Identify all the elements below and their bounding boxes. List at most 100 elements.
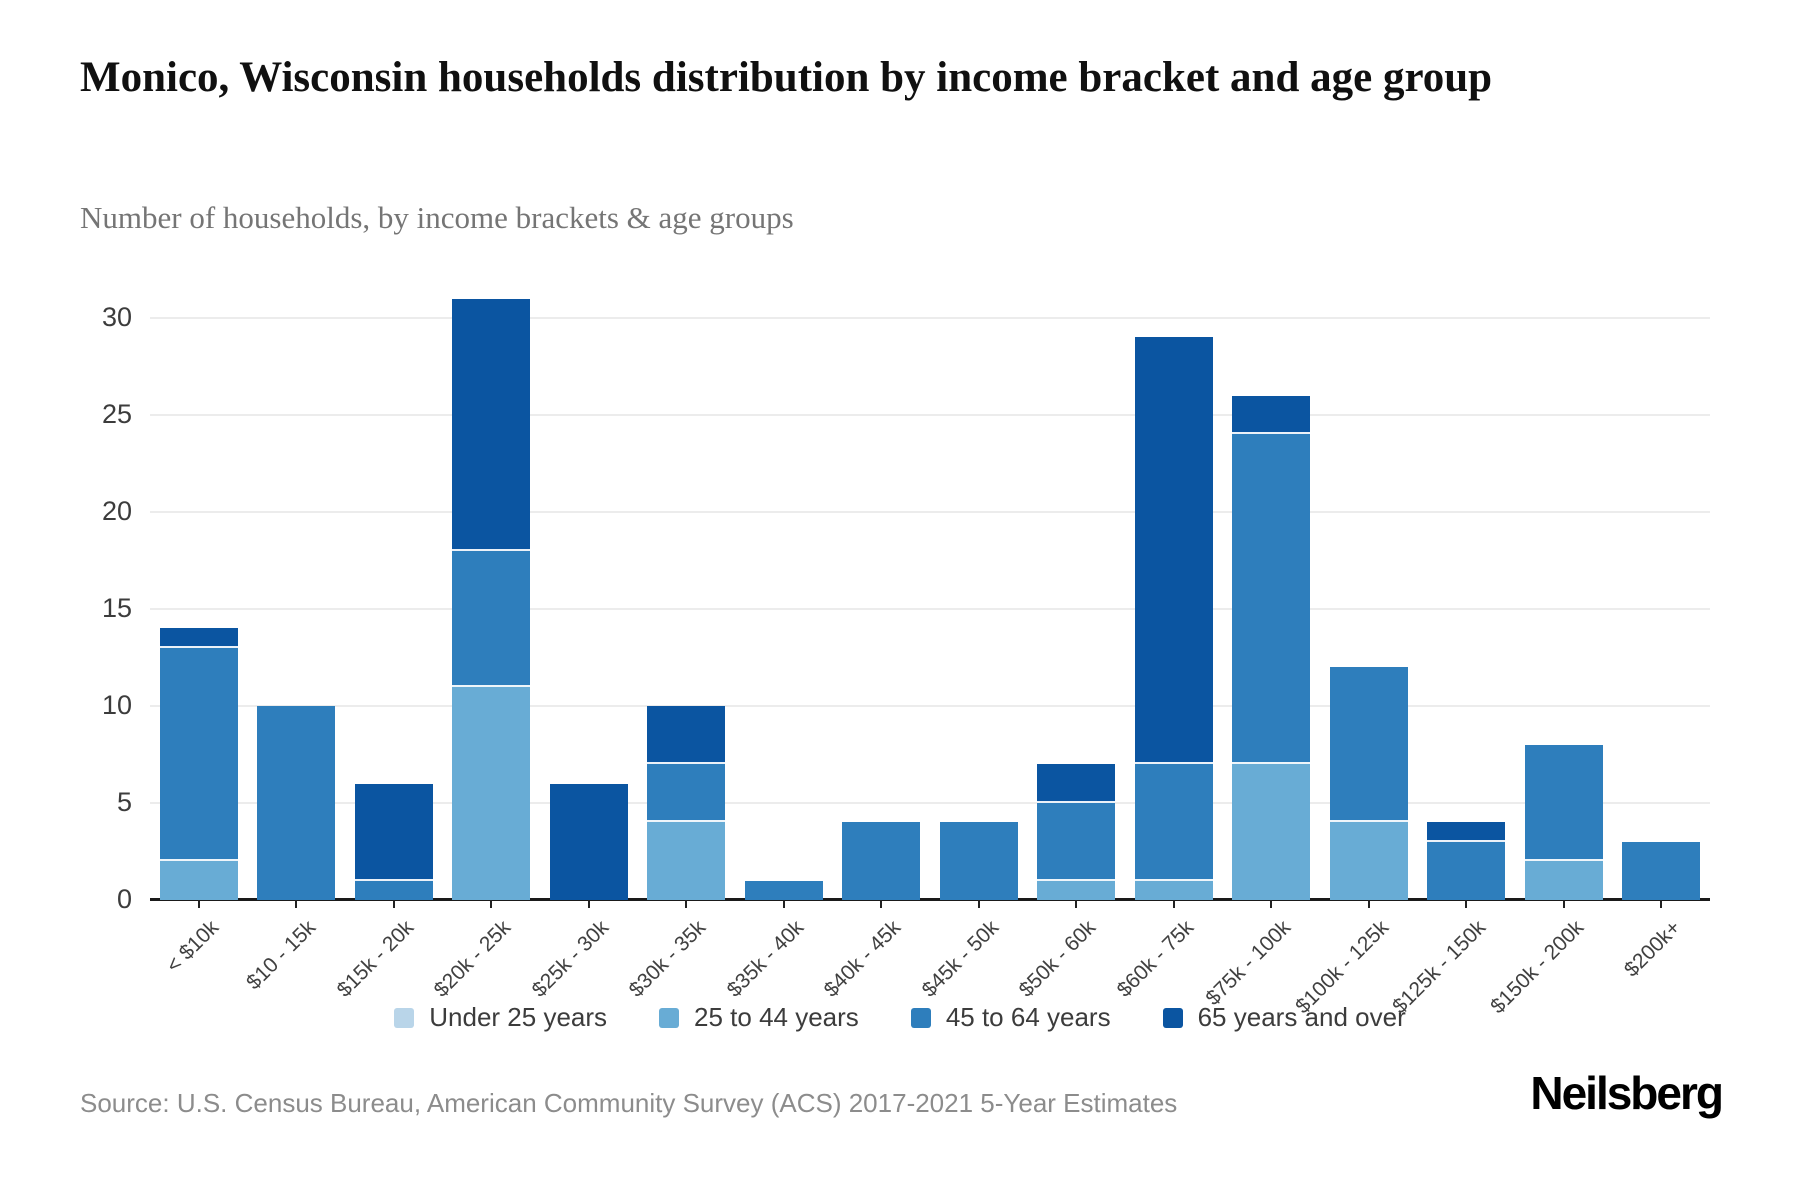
y-axis-tick-label: 0 <box>116 884 132 914</box>
legend-item: 45 to 64 years <box>910 1002 1111 1033</box>
stacked-bar-10 <box>1037 764 1116 900</box>
legend-swatch-icon <box>1162 1007 1183 1028</box>
bar-segment <box>1037 880 1116 900</box>
bar-segment <box>1427 841 1506 900</box>
stacked-bar-12 <box>1232 395 1311 900</box>
bar-slot <box>1223 260 1321 900</box>
bar-segment <box>1037 803 1116 881</box>
legend-swatch-icon <box>394 1007 415 1028</box>
stacked-bar-11 <box>1134 337 1213 900</box>
chart-subtitle: Number of households, by income brackets… <box>80 200 794 235</box>
x-axis-tick <box>587 900 590 908</box>
bar-segment <box>647 706 726 765</box>
bar-segment <box>1427 822 1506 842</box>
stacked-bar-6 <box>647 706 726 900</box>
plot-area: 0 5 10 15 20 25 30 < $10k $10 - 15k $15k - 20k $20… <box>102 260 1711 1018</box>
x-axis-category-label: $200k+ <box>1620 916 1686 982</box>
y-axis-tick-label: 5 <box>116 787 132 817</box>
gridline-y-25 <box>150 414 1710 416</box>
bar-slot <box>1028 260 1126 900</box>
bar-segment <box>939 822 1018 900</box>
y-axis-tick-label: 15 <box>101 593 132 623</box>
bar-segment <box>354 783 433 881</box>
gridline-y-20 <box>150 511 1710 513</box>
x-axis-category-label: $35k - 40k <box>722 916 809 1002</box>
x-axis-tick <box>1465 900 1468 908</box>
bar-segment <box>354 880 433 900</box>
bar-slot <box>248 260 346 900</box>
legend-item: 65 years and over <box>1162 1002 1406 1033</box>
gridline-y-30 <box>150 317 1710 319</box>
x-axis-tick <box>782 900 785 908</box>
x-axis-category-label: $30k - 35k <box>624 916 711 1002</box>
y-axis-tick-label: 30 <box>101 302 132 332</box>
bar-segment <box>1232 764 1311 900</box>
bar-segment <box>452 686 531 900</box>
legend: Under 25 years 25 to 44 years 45 to 64 yea… <box>0 1002 1800 1033</box>
gridline-y-5 <box>150 802 1710 804</box>
bar-segment <box>1232 395 1311 435</box>
bar-slot <box>735 260 833 900</box>
bar-slot <box>833 260 931 900</box>
legend-swatch-icon <box>910 1007 931 1028</box>
stacked-bar-9 <box>939 822 1018 900</box>
bar-slot <box>930 260 1028 900</box>
bar-segment <box>1232 434 1311 765</box>
x-axis-tick <box>1562 900 1565 908</box>
bar-segment <box>549 783 628 900</box>
bar-segment <box>1329 822 1408 900</box>
x-axis-tick <box>1172 900 1175 908</box>
stacked-bar-16 <box>1622 841 1701 900</box>
x-axis-tick <box>1367 900 1370 908</box>
bar-slot <box>638 260 736 900</box>
x-axis-tick <box>685 900 688 908</box>
bar-slot <box>1515 260 1613 900</box>
bar-segment <box>452 298 531 551</box>
x-axis-tick <box>1270 900 1273 908</box>
x-axis-category-label: $25k - 30k <box>527 916 614 1002</box>
legend-label: 45 to 64 years <box>945 1002 1111 1032</box>
bar-segment <box>1329 667 1408 823</box>
x-axis-category-label: $50k - 60k <box>1014 916 1101 1002</box>
bar-segment <box>744 880 823 900</box>
x-axis-tick <box>197 900 200 908</box>
stacked-bar-8 <box>842 822 921 900</box>
gridline-y-15 <box>150 608 1710 610</box>
legend-item: 25 to 44 years <box>659 1002 859 1033</box>
x-axis-line <box>150 898 1710 901</box>
bar-slot <box>1613 260 1711 900</box>
x-axis-tick <box>977 900 980 908</box>
x-axis-category-label: $40k - 45k <box>819 916 906 1002</box>
bar-segment <box>1037 764 1116 804</box>
legend-label: 25 to 44 years <box>694 1002 859 1032</box>
bar-segment <box>257 706 336 900</box>
brand-logo: Neilsberg <box>1530 1067 1724 1119</box>
bar-slot <box>1320 260 1418 900</box>
stacked-bar-14 <box>1427 822 1506 900</box>
bar-segment <box>159 647 238 862</box>
bar-slot <box>345 260 443 900</box>
stacked-bar-4 <box>452 298 531 900</box>
x-axis-tick <box>295 900 298 908</box>
legend-swatch-icon <box>659 1007 680 1028</box>
bar-segment <box>1622 841 1701 900</box>
bar-segment <box>1524 861 1603 900</box>
legend-label: 65 years and over <box>1197 1002 1406 1032</box>
bar-segment <box>159 628 238 648</box>
stacked-bar-3 <box>354 783 433 900</box>
bar-segment <box>1524 744 1603 862</box>
bar-slot <box>1125 260 1223 900</box>
x-axis-category-label: $10 - 15k <box>242 916 321 995</box>
bar-segment <box>842 822 921 900</box>
bar-segment <box>647 822 726 900</box>
x-axis-category-label: $45k - 50k <box>917 916 1004 1002</box>
x-axis-tick <box>880 900 883 908</box>
bar-segment <box>1134 764 1213 881</box>
stacked-bar-13 <box>1329 667 1408 900</box>
y-axis-tick-label: 25 <box>101 399 132 429</box>
x-axis-category-label: $60k - 75k <box>1112 916 1199 1002</box>
stacked-bar-2 <box>257 706 336 900</box>
x-axis-tick <box>1660 900 1663 908</box>
y-axis-tick-label: 20 <box>101 496 132 526</box>
x-axis-category-label: $15k - 20k <box>332 916 419 1002</box>
